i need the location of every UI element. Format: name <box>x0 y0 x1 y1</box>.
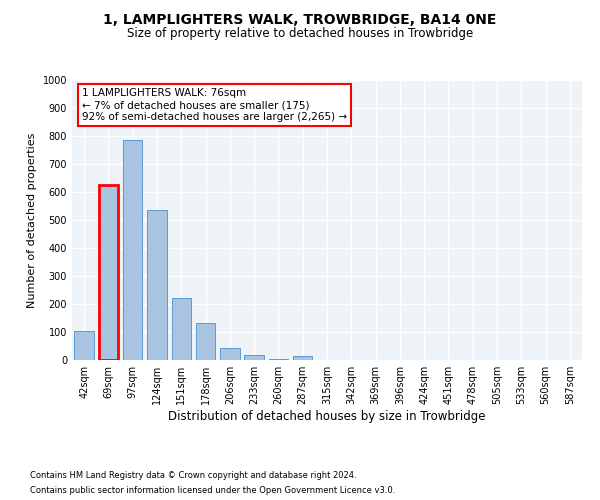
Text: 1 LAMPLIGHTERS WALK: 76sqm
← 7% of detached houses are smaller (175)
92% of semi: 1 LAMPLIGHTERS WALK: 76sqm ← 7% of detac… <box>82 88 347 122</box>
Bar <box>147 210 167 360</box>
Text: Size of property relative to detached houses in Trowbridge: Size of property relative to detached ho… <box>127 28 473 40</box>
Bar <box>269 358 288 360</box>
Bar <box>293 356 313 360</box>
Bar <box>74 332 94 360</box>
Bar <box>172 298 191 360</box>
X-axis label: Distribution of detached houses by size in Trowbridge: Distribution of detached houses by size … <box>168 410 486 423</box>
Bar <box>220 348 239 360</box>
Bar <box>99 185 118 360</box>
Text: Contains HM Land Registry data © Crown copyright and database right 2024.: Contains HM Land Registry data © Crown c… <box>30 471 356 480</box>
Bar <box>244 355 264 360</box>
Bar <box>123 140 142 360</box>
Text: Contains public sector information licensed under the Open Government Licence v3: Contains public sector information licen… <box>30 486 395 495</box>
Text: 1, LAMPLIGHTERS WALK, TROWBRIDGE, BA14 0NE: 1, LAMPLIGHTERS WALK, TROWBRIDGE, BA14 0… <box>103 12 497 26</box>
Bar <box>196 323 215 360</box>
Y-axis label: Number of detached properties: Number of detached properties <box>27 132 37 308</box>
